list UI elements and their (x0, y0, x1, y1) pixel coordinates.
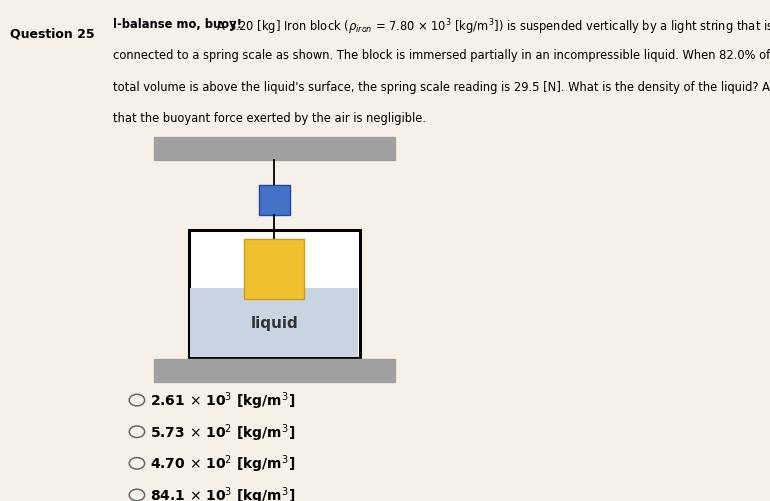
Text: connected to a spring scale as shown. The block is immersed partially in an inco: connected to a spring scale as shown. Th… (113, 49, 770, 62)
Bar (154, 359, 395, 382)
Text: A 3.20 [kg] Iron block ($\rho_{iron}$ = 7.80 $\times$ 10$^{3}$ [kg/m$^{3}$]) is : A 3.20 [kg] Iron block ($\rho_{iron}$ = … (213, 18, 770, 37)
Text: 84.1 $\times$ 10$^{3}$ [kg/m$^{3}$]: 84.1 $\times$ 10$^{3}$ [kg/m$^{3}$] (150, 484, 296, 501)
Text: 4.70 $\times$ 10$^{2}$ [kg/m$^{3}$]: 4.70 $\times$ 10$^{2}$ [kg/m$^{3}$] (150, 452, 296, 474)
Bar (190, 289, 358, 357)
Text: l-balanse mo, buoy!: l-balanse mo, buoy! (113, 18, 243, 31)
Bar (259, 185, 290, 215)
Text: Question 25: Question 25 (10, 28, 95, 41)
Text: 5.73 $\times$ 10$^{2}$ [kg/m$^{3}$]: 5.73 $\times$ 10$^{2}$ [kg/m$^{3}$] (150, 421, 296, 443)
Text: liquid: liquid (250, 315, 298, 330)
Text: that the buoyant force exerted by the air is negligible.: that the buoyant force exerted by the ai… (113, 112, 427, 125)
Bar (154, 137, 395, 160)
Bar (189, 230, 360, 358)
Text: total volume is above the liquid's surface, the spring scale reading is 29.5 [N]: total volume is above the liquid's surfa… (113, 81, 770, 94)
Bar (244, 239, 304, 300)
Text: 2.61 $\times$ 10$^{3}$ [kg/m$^{3}$]: 2.61 $\times$ 10$^{3}$ [kg/m$^{3}$] (150, 389, 296, 411)
